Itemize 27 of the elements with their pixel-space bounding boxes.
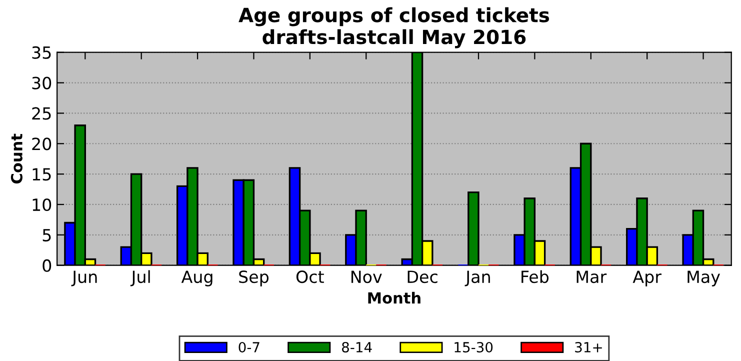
x-tick-label: Jan <box>464 270 490 286</box>
legend-label: 8-14 <box>342 342 372 352</box>
x-tick-label: Aug <box>181 270 212 286</box>
x-tick-label: Feb <box>522 270 549 284</box>
y-tick-label: 10 <box>32 198 52 212</box>
x-tick-label: Apr <box>632 270 662 286</box>
y-axis-title: Count <box>10 134 22 184</box>
y-tick-label: 30 <box>32 76 52 90</box>
y-tick-label: 35 <box>32 46 51 59</box>
x-axis-title: Month <box>368 292 420 304</box>
x-tick-label: Dec <box>408 270 438 284</box>
chart-title: Age groups of closed tickets drafts-lastcall May 2016 <box>238 7 550 48</box>
x-tick-label: Sep <box>239 270 269 286</box>
x-tick-label: May <box>688 270 720 286</box>
legend-label: 15-30 <box>454 342 493 352</box>
x-tick-label: Oct <box>296 270 324 284</box>
y-tick-label: 5 <box>42 229 51 242</box>
legend-label: 31+ <box>575 342 602 352</box>
legend-label: 0-7 <box>238 342 260 352</box>
x-tick-label: Nov <box>351 270 382 284</box>
y-tick-label: 25 <box>32 107 51 120</box>
y-tick-label: 15 <box>32 168 51 181</box>
x-tick-label: Jul <box>130 270 150 286</box>
x-tick-label: Mar <box>576 270 607 284</box>
y-tick-label: 0 <box>42 259 52 272</box>
x-tick-label: Jun <box>71 270 97 286</box>
y-tick-label: 20 <box>32 138 52 150</box>
